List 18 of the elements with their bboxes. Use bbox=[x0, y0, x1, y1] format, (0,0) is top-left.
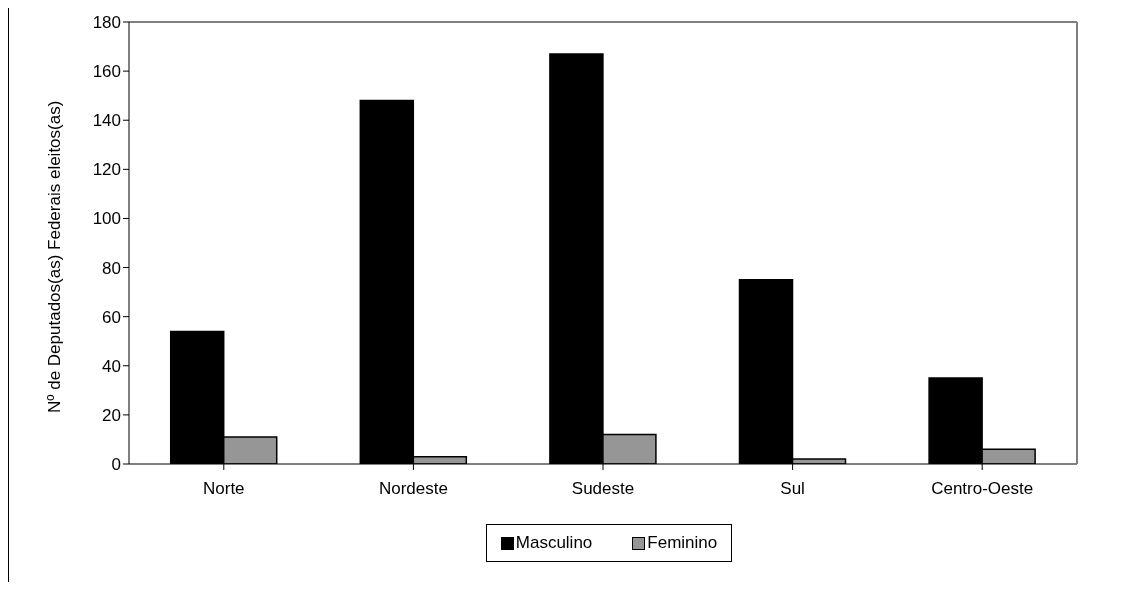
y-axis-title: Nº de Deputados(as) Federais eleitos(as) bbox=[45, 100, 65, 413]
x-tick-label: Nordeste bbox=[378, 479, 448, 499]
y-tick-label: 160 bbox=[92, 62, 121, 82]
y-tick-label: 80 bbox=[102, 258, 121, 278]
x-tick-label: Norte bbox=[203, 479, 245, 499]
y-tick-label: 120 bbox=[92, 160, 121, 180]
y-tick-label: 140 bbox=[92, 111, 121, 131]
y-tick-label: 0 bbox=[111, 455, 121, 475]
y-tick-label: 180 bbox=[92, 13, 121, 33]
y-tick-label: 20 bbox=[102, 405, 121, 425]
y-tick-label: 40 bbox=[102, 356, 121, 376]
x-tick-label: Sul bbox=[780, 479, 805, 499]
y-tick-label: 60 bbox=[102, 307, 121, 327]
legend-label: Feminino bbox=[646, 533, 718, 553]
x-tick-label: Sudeste bbox=[571, 479, 635, 499]
legend-label: Masculino bbox=[514, 533, 593, 553]
y-tick-label: 100 bbox=[92, 209, 121, 229]
x-tick-label: Centro-Oeste bbox=[931, 479, 1034, 499]
